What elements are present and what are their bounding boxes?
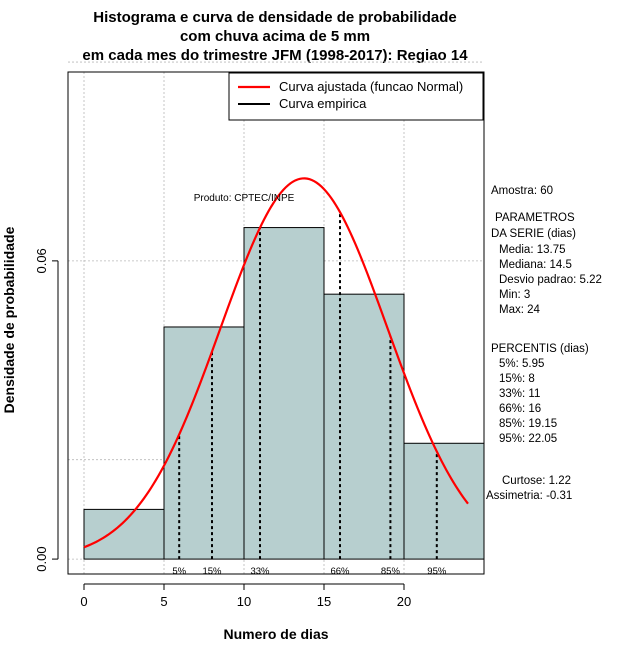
y-axis: 0.00 0.06 [34,248,59,572]
chart-title-line-1: Histograma e curva de densidade de proba… [93,9,456,26]
stat-amostra: Amostra: 60 [491,185,553,197]
stat-media: Media: 13.75 [499,244,566,256]
stat-p33: 33%: 11 [499,388,540,400]
legend-box [228,72,484,121]
stat-percentis-title: PERCENTIS (dias) [491,343,589,355]
stat-desvio: Desvio padrao: 5.22 [499,274,602,286]
x-axis: 0 5 10 15 20 [80,583,411,609]
stats-panel: Amostra: 60 PARAMETROS DA SERIE (dias) M… [486,185,602,502]
stat-mediana: Mediana: 14.5 [499,259,572,271]
x-axis-label: Numero de dias [223,626,328,642]
stat-curtose: Curtose: 1.22 [502,475,571,487]
stat-p85: 85%: 19.15 [499,418,557,430]
normal-fit-curve [83,177,469,549]
x-tick-label-4: 20 [397,594,411,609]
stat-max: Max: 24 [499,304,541,316]
stat-assimetria: Assimetria: -0.31 [486,490,572,502]
percentile-layer: 5% 15% 33% 66% 85% 95% [172,212,447,577]
legend-label-empirical: Curva empirica [279,96,367,111]
stat-p5: 5%: 5.95 [499,358,544,370]
y-tick-label-1: 0.06 [34,248,49,273]
x-tick-label-2: 10 [237,594,251,609]
stat-param-title-2: DA SERIE (dias) [491,228,576,240]
legend-label-normal: Curva ajustada (funcao Normal) [279,79,463,94]
chart-title-line-3: em cada mes do trimestre JFM (1998-2017)… [82,47,468,64]
histogram-bar-0 [83,508,165,560]
y-axis-label: Densidade de probabilidade [1,226,17,413]
percentile-label-0: 5% [172,566,186,577]
curve-layer [83,177,469,549]
stat-p15: 15%: 8 [499,373,535,385]
percentile-label-4: 85% [381,566,401,577]
legend: Curva ajustada (funcao Normal) Curva emp… [228,72,484,121]
y-tick-label-0: 0.00 [34,546,49,571]
x-tick-label-0: 0 [80,594,87,609]
bar-layer [83,227,485,560]
stat-min: Min: 3 [499,289,530,301]
histogram-bar-1 [163,326,245,560]
percentile-label-5: 95% [427,566,447,577]
percentile-label-1: 15% [202,566,222,577]
histogram-bar-2 [243,227,325,560]
x-tick-label-3: 15 [317,594,331,609]
stat-p66: 66%: 16 [499,403,541,415]
stat-param-title-1: PARAMETROS [495,212,575,224]
percentile-label-3: 66% [330,566,350,577]
histogram-bar-4 [403,442,485,560]
x-tick-label-1: 5 [160,594,167,609]
chart-title-line-2: com chuva acima de 5 mm [180,28,370,45]
percentile-label-2: 33% [250,566,270,577]
histogram-bar-3 [323,293,405,560]
plot-frame [67,71,485,575]
product-watermark: Produto: CPTEC/INPE [194,193,295,204]
stat-p95: 95%: 22.05 [499,433,557,445]
